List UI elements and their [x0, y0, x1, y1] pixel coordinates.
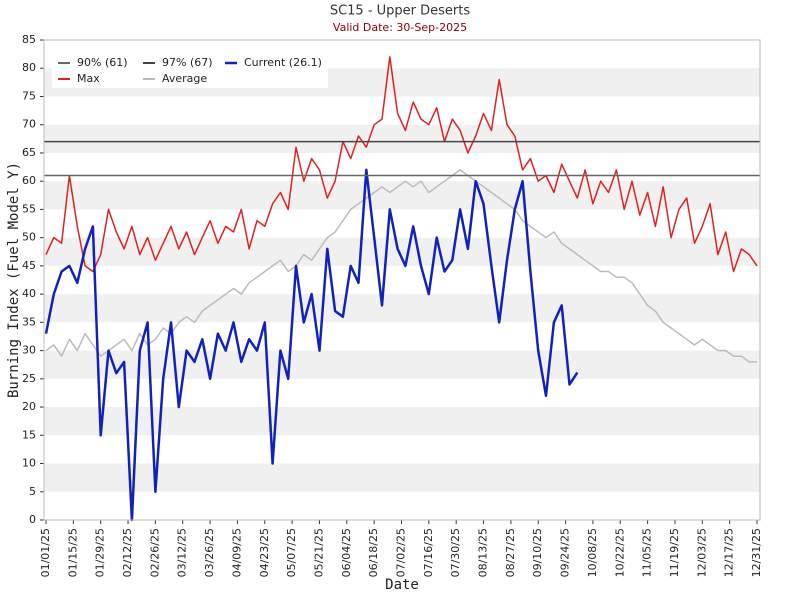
- x-tick-label: 07/30/25: [449, 528, 462, 577]
- y-tick-label: 55: [22, 202, 36, 215]
- x-tick-label: 12/03/25: [695, 528, 708, 577]
- x-tick-label: 03/26/25: [203, 528, 216, 577]
- x-tick-label: 08/13/25: [477, 528, 490, 577]
- legend-label: Average: [162, 72, 207, 85]
- x-tick-label: 01/29/25: [94, 528, 107, 577]
- legend-label: 90% (61): [77, 56, 128, 69]
- grid-band: [44, 181, 760, 210]
- grid-band: [44, 237, 760, 266]
- series-line: [45, 56, 758, 273]
- x-tick-label: 11/05/25: [641, 528, 654, 577]
- plot-frame: [43, 39, 761, 521]
- x-tick-label: 12/17/25: [723, 528, 736, 577]
- y-tick-label: 75: [22, 89, 36, 102]
- y-tick-label: 50: [22, 231, 36, 244]
- x-tick-label: 07/16/25: [422, 528, 435, 577]
- legend-label: Current (26.1): [244, 56, 322, 69]
- chart-subtitle: Valid Date: 30-Sep-2025: [333, 21, 467, 34]
- grid-band: [44, 124, 760, 153]
- x-tick-label: 12/31/25: [750, 528, 763, 577]
- legend-label: 97% (67): [162, 56, 213, 69]
- x-tick-label: 01/01/25: [39, 528, 52, 577]
- y-tick-label: 60: [22, 174, 36, 187]
- y-tick-label: 40: [22, 287, 36, 300]
- series-line: [44, 168, 579, 522]
- x-tick-label: 02/26/25: [148, 528, 161, 577]
- y-tick-label: 10: [22, 457, 36, 470]
- x-tick-label: 10/08/25: [586, 528, 599, 577]
- x-tick-label: 11/19/25: [668, 528, 681, 577]
- x-tick-label: 02/12/25: [121, 528, 134, 577]
- legend: 90% (61) Max 97% (67) Average Current (26.1): [52, 52, 328, 88]
- y-tick-label: 45: [22, 259, 36, 272]
- y-tick-label: 25: [22, 372, 36, 385]
- legend-box: [52, 52, 328, 88]
- x-tick-label: 09/10/25: [531, 528, 544, 577]
- x-tick-label: 01/15/25: [66, 528, 79, 577]
- y-tick-label: 70: [22, 118, 36, 131]
- series-line: [45, 169, 757, 363]
- y-tick-label: 65: [22, 146, 36, 159]
- x-tick-label: 07/02/25: [395, 528, 408, 577]
- x-tick-label: 04/23/25: [258, 528, 271, 577]
- legend-label: Max: [77, 72, 100, 85]
- x-tick-label: 06/18/25: [367, 528, 380, 577]
- x-tick-label: 05/21/25: [312, 528, 325, 577]
- y-tick-label: 30: [22, 344, 36, 357]
- x-tick-label: 08/27/25: [504, 528, 517, 577]
- y-tick-label: 0: [29, 513, 36, 526]
- x-tick-label: 10/22/25: [613, 528, 626, 577]
- y-tick-label: 80: [22, 61, 36, 74]
- grid-band: [44, 407, 760, 436]
- y-tick-label: 15: [22, 428, 36, 441]
- x-tick-label: 09/24/25: [559, 528, 572, 577]
- y-tick-label: 5: [29, 485, 36, 498]
- y-tick-label: 20: [22, 400, 36, 413]
- x-tick-label: 03/12/25: [176, 528, 189, 577]
- y-tick-label: 85: [22, 33, 36, 46]
- x-tick-label: 06/04/25: [340, 528, 353, 577]
- x-tick-label: 04/09/25: [230, 528, 243, 577]
- y-axis-label: Burning Index (Fuel Model Y): [6, 162, 22, 398]
- x-axis-label: Date: [385, 577, 419, 593]
- y-tick-label: 35: [22, 315, 36, 328]
- grid-band: [44, 294, 760, 323]
- grid-band: [44, 463, 760, 492]
- grid-band: [44, 350, 760, 379]
- x-tick-label: 05/07/25: [285, 528, 298, 577]
- chart-title: SC15 - Upper Deserts: [330, 4, 471, 19]
